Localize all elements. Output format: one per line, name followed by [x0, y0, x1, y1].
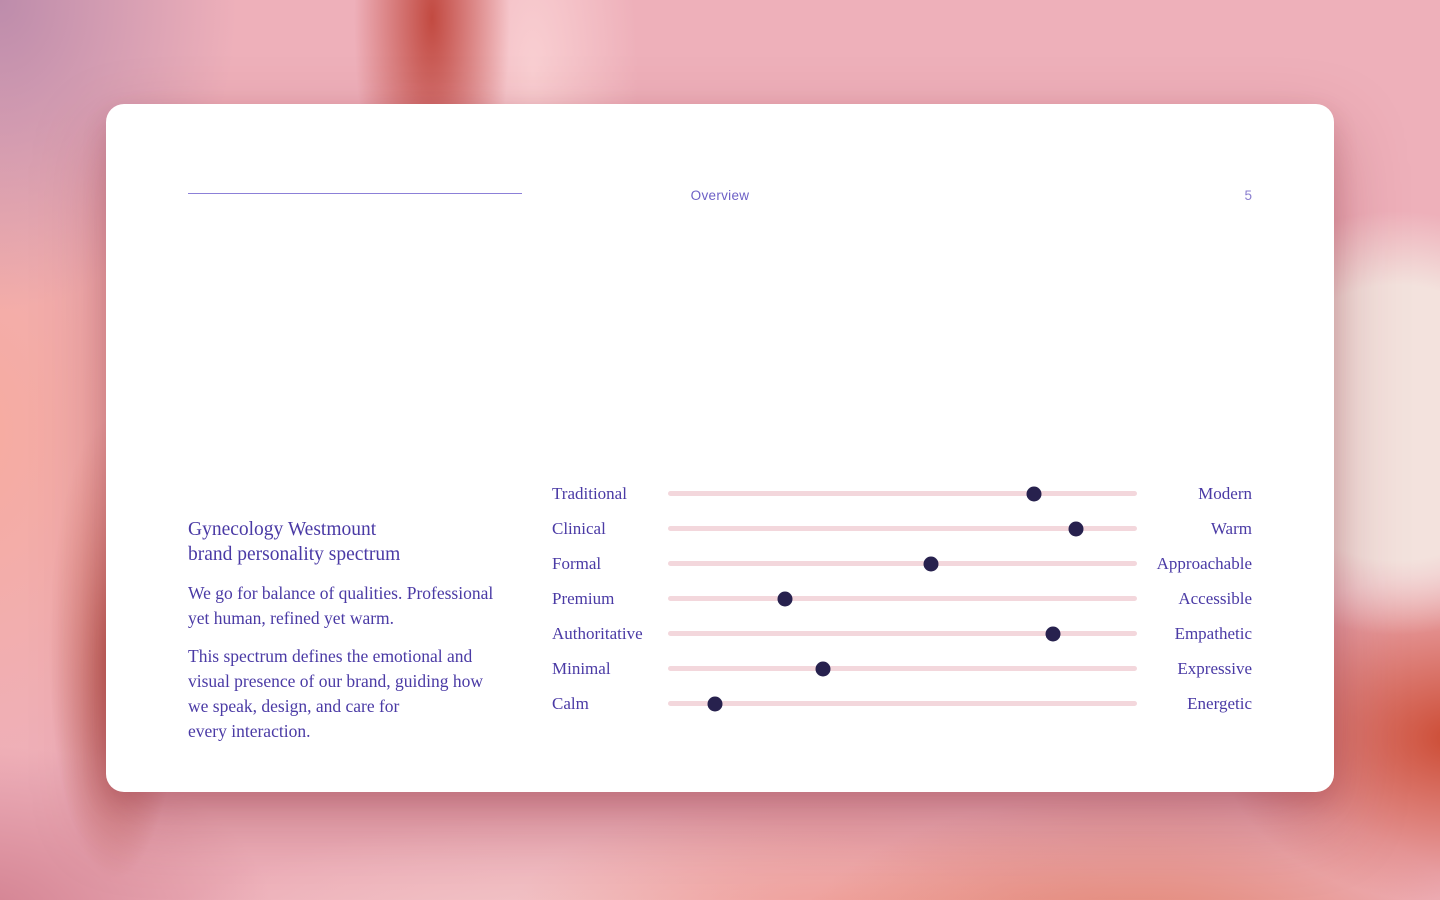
spectrum-row: Authoritative Empathetic: [552, 616, 1252, 651]
spectrum-dot: [777, 591, 793, 606]
right-pole-label: Expressive: [1177, 658, 1252, 678]
spectrum-track: [668, 521, 1137, 536]
right-pole-label: Accessible: [1178, 588, 1252, 608]
left-pole-label: Formal: [552, 553, 602, 573]
spectrum-dot: [923, 556, 939, 571]
page-number: 5: [1244, 188, 1252, 203]
slide-title: Gynecology Westmount brand personality s…: [188, 519, 401, 565]
spectrum-track: [668, 556, 1137, 571]
left-pole-label: Minimal: [552, 658, 611, 678]
spectrum-track: [668, 696, 1137, 711]
slide-card: Overview 5 Gynecology Westmount brand pe…: [106, 104, 1334, 792]
left-pole-label: Calm: [552, 693, 589, 713]
spectrum-row: Clinical Warm: [552, 511, 1252, 546]
spectrum-row: Premium Accessible: [552, 581, 1252, 616]
right-pole-label: Empathetic: [1174, 623, 1252, 643]
left-pole-label: Premium: [552, 588, 615, 608]
spectrum-dot: [707, 696, 723, 711]
right-pole-label: Warm: [1210, 518, 1252, 538]
right-pole-label: Modern: [1198, 483, 1252, 503]
spectrum-row: Calm Energetic: [552, 686, 1252, 721]
spectrum-track: [668, 591, 1137, 606]
spectrum-track: [668, 486, 1137, 501]
spectrum-dot: [1026, 486, 1042, 501]
section-label: Overview: [690, 188, 750, 203]
intro-block: Gynecology Westmount brand personality s…: [188, 517, 528, 757]
spectrum-row: Formal Approachable: [552, 546, 1252, 581]
spectrum-dot: [1045, 626, 1061, 641]
spectrum-row: Traditional Modern: [552, 476, 1252, 511]
intro-paragraph-1: We go for balance of qualities. Professi…: [188, 583, 494, 628]
spectrum-dot: [815, 661, 831, 676]
left-pole-label: Authoritative: [552, 623, 643, 643]
spectrum-dot: [1068, 521, 1084, 536]
right-pole-label: Approachable: [1156, 553, 1252, 573]
spectrum-track: [668, 626, 1137, 641]
spectrum-track: [668, 661, 1137, 676]
right-pole-label: Energetic: [1187, 693, 1252, 713]
intro-paragraph-2: This spectrum defines the emotional and …: [188, 646, 483, 741]
personality-spectrum: Traditional Modern Clinical Warm Formal …: [552, 476, 1252, 721]
spectrum-row: Minimal Expressive: [552, 651, 1252, 686]
left-pole-label: Clinical: [552, 518, 606, 538]
left-pole-label: Traditional: [552, 483, 627, 503]
header-rule: [188, 193, 522, 194]
